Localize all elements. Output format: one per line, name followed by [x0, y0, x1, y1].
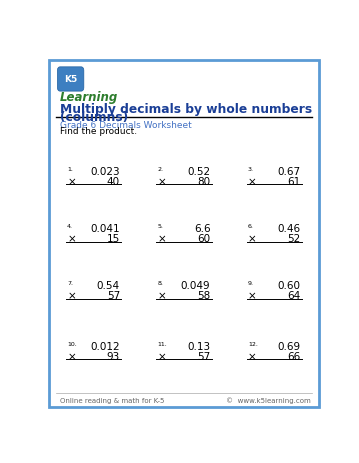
Text: 12.: 12.	[248, 342, 258, 346]
Text: ×: ×	[158, 177, 166, 187]
Text: 8.: 8.	[158, 281, 163, 286]
Text: ×: ×	[67, 177, 76, 187]
Text: 0.54: 0.54	[97, 281, 120, 291]
Text: 64: 64	[288, 291, 301, 301]
Text: 1.: 1.	[67, 167, 73, 172]
Text: 15: 15	[107, 234, 120, 244]
Text: ©  www.k5learning.com: © www.k5learning.com	[226, 397, 311, 403]
Text: K5: K5	[64, 75, 77, 84]
Text: Multiply decimals by whole numbers: Multiply decimals by whole numbers	[60, 103, 312, 116]
Text: ×: ×	[158, 291, 166, 301]
Text: 0.049: 0.049	[181, 281, 210, 291]
Text: Online reading & math for K-5: Online reading & math for K-5	[60, 397, 164, 403]
Text: 4.: 4.	[67, 224, 73, 229]
Text: Find the product.: Find the product.	[60, 127, 137, 136]
Text: 6.: 6.	[248, 224, 254, 229]
Text: ×: ×	[67, 351, 76, 362]
Text: 60: 60	[197, 234, 210, 244]
Text: 57: 57	[107, 291, 120, 301]
Text: Grade 6 Decimals Worksheet: Grade 6 Decimals Worksheet	[60, 120, 192, 130]
Text: 11.: 11.	[158, 342, 167, 346]
FancyBboxPatch shape	[57, 68, 84, 92]
Text: ×: ×	[248, 234, 257, 244]
Text: 58: 58	[197, 291, 210, 301]
Text: 7.: 7.	[67, 281, 73, 286]
Text: ×: ×	[158, 351, 166, 362]
Text: Learning: Learning	[60, 91, 118, 104]
Text: 3.: 3.	[248, 167, 254, 172]
Text: 0.13: 0.13	[187, 342, 210, 351]
Text: ×: ×	[158, 234, 166, 244]
Text: 0.012: 0.012	[90, 342, 120, 351]
Text: 9.: 9.	[248, 281, 254, 286]
Text: 0.67: 0.67	[278, 167, 301, 177]
Text: (columns): (columns)	[60, 111, 128, 124]
Text: 5.: 5.	[158, 224, 163, 229]
Text: 10.: 10.	[67, 342, 77, 346]
Text: 0.60: 0.60	[278, 281, 301, 291]
Text: 6.6: 6.6	[194, 224, 210, 234]
Text: ×: ×	[67, 291, 76, 301]
Text: 0.041: 0.041	[90, 224, 120, 234]
Text: 0.46: 0.46	[278, 224, 301, 234]
Text: 80: 80	[197, 177, 210, 187]
Text: 93: 93	[107, 351, 120, 362]
Text: 0.69: 0.69	[278, 342, 301, 351]
Text: ×: ×	[248, 351, 257, 362]
Text: 40: 40	[107, 177, 120, 187]
Text: 66: 66	[288, 351, 301, 362]
Text: 2.: 2.	[158, 167, 164, 172]
Text: ×: ×	[248, 291, 257, 301]
Text: 0.52: 0.52	[187, 167, 210, 177]
Text: ×: ×	[248, 177, 257, 187]
Text: 0.023: 0.023	[90, 167, 120, 177]
Text: 61: 61	[288, 177, 301, 187]
Text: 57: 57	[197, 351, 210, 362]
Text: 52: 52	[288, 234, 301, 244]
Text: ×: ×	[67, 234, 76, 244]
